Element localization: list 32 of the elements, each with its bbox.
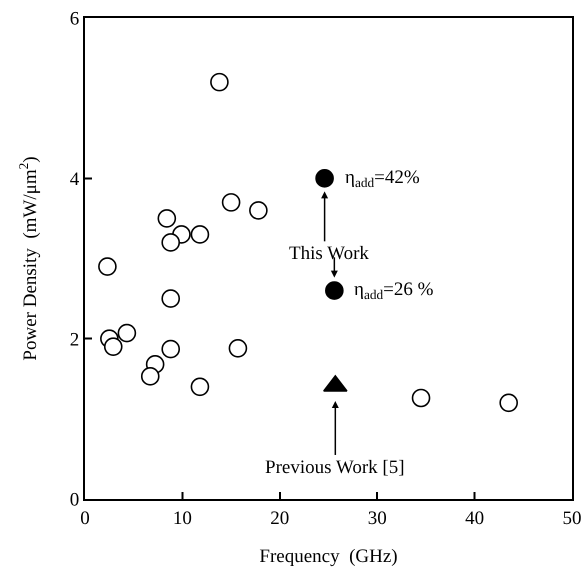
point — [222, 193, 240, 212]
y-tick-label: 2 — [70, 329, 80, 350]
point — [325, 281, 344, 300]
point — [161, 340, 180, 358]
point — [228, 338, 248, 358]
y-tick-label: 4 — [70, 168, 80, 190]
y-tick-label: 6 — [70, 8, 80, 30]
x-tick-label: 50 — [562, 508, 582, 529]
point — [140, 367, 160, 386]
x-tick-label: 40 — [465, 508, 484, 529]
point — [98, 257, 117, 276]
annotation: Previous Work [5] — [265, 457, 405, 478]
point — [104, 337, 123, 356]
point — [210, 72, 229, 92]
point — [161, 233, 180, 252]
point — [190, 225, 210, 244]
point — [249, 201, 268, 220]
annotation: η$_{add}$=42% — [345, 167, 420, 190]
point — [190, 377, 210, 396]
x-axis-title: Frequency (GHz) — [259, 546, 398, 567]
point — [161, 289, 180, 308]
point — [118, 324, 136, 342]
point — [315, 169, 334, 188]
x-tick-label: 20 — [270, 508, 290, 529]
point — [499, 394, 518, 412]
point — [158, 209, 176, 228]
x-tick-label: 30 — [368, 508, 387, 529]
point — [412, 388, 430, 408]
annotation: This Work — [289, 243, 370, 264]
annotation: η$_{add}$=26 % — [354, 279, 434, 302]
x-tick-label: 10 — [172, 508, 192, 529]
y-tick-label: 0 — [70, 490, 80, 511]
